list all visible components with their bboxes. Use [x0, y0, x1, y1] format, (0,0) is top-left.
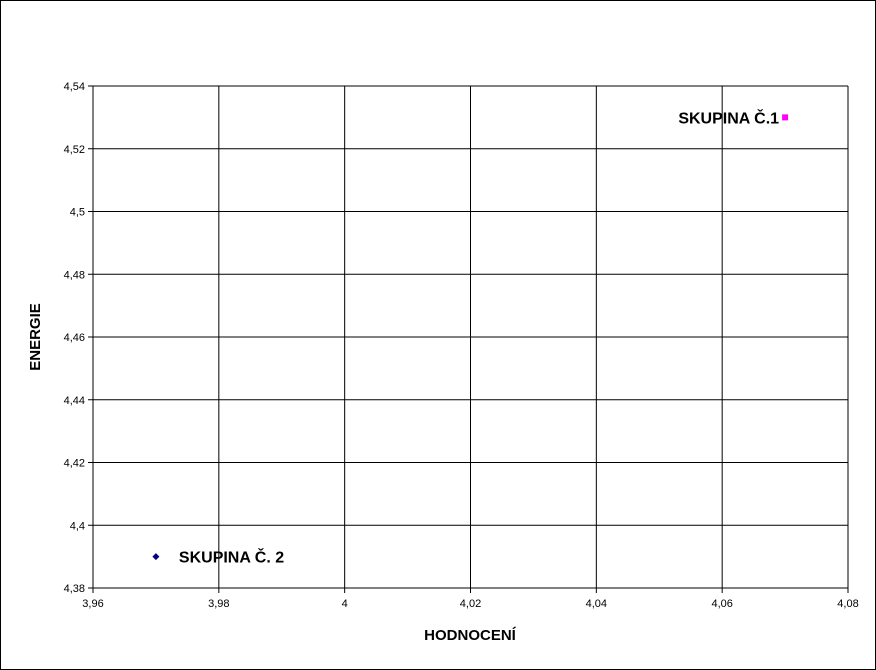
y-tick-label: 4,38: [64, 583, 85, 595]
y-tick-label: 4,46: [64, 332, 85, 344]
y-tick-label: 4,4: [70, 520, 85, 532]
x-tick-label: 3,98: [208, 598, 229, 610]
x-tick-label: 3,96: [82, 598, 103, 610]
x-tick-label: 4,02: [460, 598, 481, 610]
tick-labels: 3,96 3,98 4 4,02 4,04 4,06 4,08 4,38 4,4 4,42 4,44…: [64, 81, 859, 610]
grid-lines: [88, 85, 849, 593]
y-tick-label: 4,48: [64, 269, 85, 281]
y-axis-title: ENERGIE: [27, 303, 44, 371]
y-tick-label: 4,54: [64, 81, 85, 93]
x-tick-label: 4,06: [711, 598, 732, 610]
y-tick-label: 4,42: [64, 458, 85, 470]
x-axis-title: HODNOCENÍ: [424, 627, 517, 644]
data-points: SKUPINA Č.1 SKUPINA Č. 2: [152, 108, 789, 567]
y-tick-label: 4,52: [64, 144, 85, 156]
y-tick-label: 4,44: [64, 395, 85, 407]
point-group-1: [782, 114, 789, 121]
point-label-group-2: SKUPINA Č. 2: [179, 548, 284, 567]
x-tick-label: 4: [342, 598, 348, 610]
y-tick-label: 4,5: [70, 207, 85, 219]
x-tick-label: 4,08: [837, 598, 858, 610]
x-tick-label: 4,04: [586, 598, 607, 610]
point-group-2: [152, 553, 160, 561]
point-label-group-1: SKUPINA Č.1: [678, 108, 779, 127]
